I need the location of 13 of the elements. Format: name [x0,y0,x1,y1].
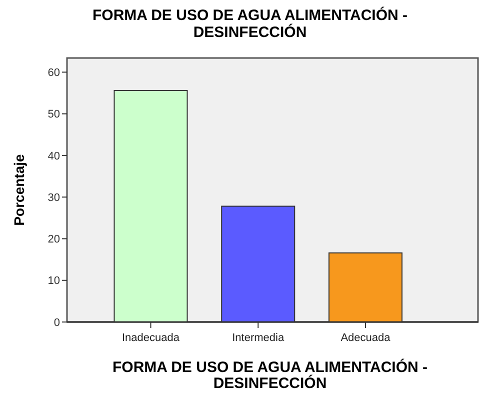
y-tick-label: 0 [54,316,60,329]
chart-title: FORMA DE USO DE AGUA ALIMENTACIÓN - DESINFECCIÓN [92,6,408,41]
y-tick-label: 20 [48,234,60,246]
x-axis-title: FORMA DE USO DE AGUA ALIMENTACIÓN - DESINFECCIÓN [112,358,428,392]
x-tick-label: Intermedia [232,332,285,344]
y-tick-label: 30 [48,192,60,204]
y-tick-label: 50 [48,108,60,121]
y-tick-label: 10 [48,275,60,288]
y-tick-label: 60 [48,67,60,80]
x-tick-label: Adecuada [340,332,392,344]
y-tick-label: 40 [48,150,60,162]
y-axis-title: Porcentaje [11,154,27,226]
x-tick-label: Inadecuada [122,332,180,344]
